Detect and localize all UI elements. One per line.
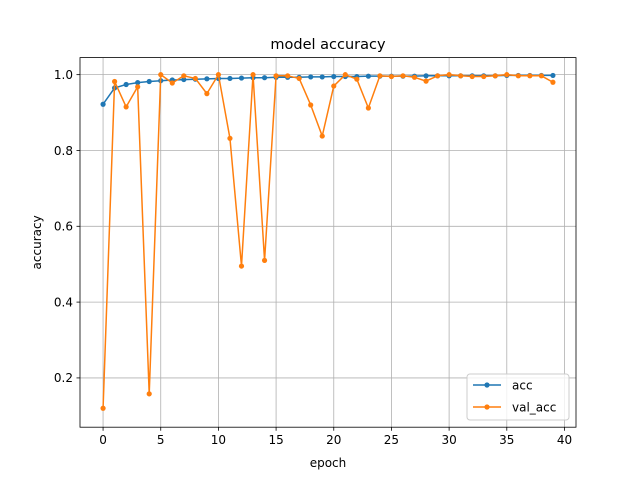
- data-point-val-acc: [538, 73, 544, 79]
- data-point-val-acc: [146, 391, 152, 397]
- x-tick-label: 30: [441, 433, 456, 447]
- data-point-val-acc: [446, 72, 452, 78]
- x-axis-ticks: 0 5 10 15 20 25 30 35 40: [99, 427, 572, 447]
- data-point-val-acc: [481, 73, 487, 80]
- x-axis-label: epoch: [310, 456, 347, 470]
- data-point-val-acc: [527, 73, 533, 79]
- y-tick-label: 1.0: [54, 68, 73, 82]
- x-tick-label: 35: [499, 433, 514, 447]
- data-point-val-acc: [238, 263, 245, 269]
- x-tick-label: 40: [557, 433, 572, 447]
- x-tick-label: 15: [268, 433, 283, 447]
- data-point-acc: [123, 81, 129, 88]
- data-point-acc: [319, 74, 325, 80]
- data-point-val-acc: [504, 72, 510, 78]
- data-point-val-acc: [273, 73, 279, 79]
- data-point-val-acc: [100, 405, 106, 411]
- data-point-acc: [238, 75, 245, 81]
- data-point-acc: [100, 101, 106, 107]
- data-point-val-acc: [169, 80, 175, 86]
- data-point-acc: [365, 73, 371, 79]
- y-tick-label: 0.2: [54, 371, 73, 385]
- data-point-val-acc: [365, 105, 371, 111]
- legend-acc-marker: [484, 382, 490, 388]
- data-point-val-acc: [215, 72, 222, 78]
- data-point-acc: [146, 78, 152, 85]
- y-tick-label: 0.8: [54, 144, 73, 158]
- data-point-val-acc: [388, 73, 395, 80]
- data-point-val-acc: [492, 73, 498, 79]
- x-tick-label: 25: [384, 433, 399, 447]
- data-point-val-acc: [135, 84, 141, 90]
- data-point-acc: [181, 76, 187, 83]
- data-point-val-acc: [377, 73, 383, 79]
- x-tick-label: 20: [326, 433, 341, 447]
- data-point-val-acc: [250, 72, 256, 78]
- data-point-acc: [135, 80, 141, 86]
- data-point-val-acc: [469, 73, 475, 80]
- data-point-val-acc: [308, 102, 314, 108]
- series-line-val-acc: [102, 73, 554, 409]
- data-point-val-acc: [550, 79, 556, 85]
- plot-frame: [79, 57, 577, 428]
- data-point-acc: [261, 75, 268, 81]
- chart-title: model accuracy: [270, 37, 386, 53]
- data-point-acc: [204, 76, 210, 82]
- data-point-acc: [423, 73, 429, 79]
- data-point-val-acc: [458, 73, 464, 79]
- data-point-val-acc: [204, 91, 210, 97]
- data-point-val-acc: [285, 73, 291, 79]
- data-point-val-acc: [342, 72, 348, 78]
- y-tick-label: 0.4: [54, 295, 73, 309]
- legend-acc-label: acc: [512, 379, 533, 393]
- data-point-val-acc: [112, 78, 118, 85]
- legend: acc val_acc: [466, 373, 570, 421]
- data-point-val-acc: [296, 75, 302, 82]
- data-point-val-acc: [354, 76, 360, 82]
- data-point-val-acc: [261, 257, 268, 264]
- data-point-acc: [550, 72, 556, 79]
- data-point-val-acc: [123, 104, 129, 110]
- data-point-val-acc: [515, 73, 521, 79]
- data-point-val-acc: [331, 83, 337, 89]
- y-axis-label: accuracy: [30, 215, 44, 269]
- y-axis-ticks: 0.2 0.4 0.6 0.8 1.0: [54, 68, 80, 385]
- data-point-val-acc: [227, 135, 233, 141]
- data-point-acc: [227, 75, 233, 82]
- data-point-val-acc: [181, 73, 187, 79]
- data-point-val-acc: [319, 133, 325, 139]
- data-point-val-acc: [400, 73, 406, 79]
- x-tick-label: 10: [211, 433, 226, 447]
- data-point-acc: [331, 73, 337, 80]
- x-tick-label: 5: [157, 433, 165, 447]
- data-point-val-acc: [192, 75, 198, 82]
- y-tick-label: 0.6: [54, 220, 73, 234]
- legend-val-acc-marker: [484, 404, 490, 410]
- data-point-val-acc: [434, 73, 441, 79]
- data-point-val-acc: [411, 74, 418, 80]
- x-tick-label: 0: [99, 433, 107, 447]
- data-point-val-acc: [158, 72, 164, 78]
- data-point-acc: [308, 74, 314, 80]
- legend-val-acc-label: val_acc: [512, 401, 556, 415]
- data-point-val-acc: [423, 78, 429, 84]
- plot-series: [100, 72, 556, 411]
